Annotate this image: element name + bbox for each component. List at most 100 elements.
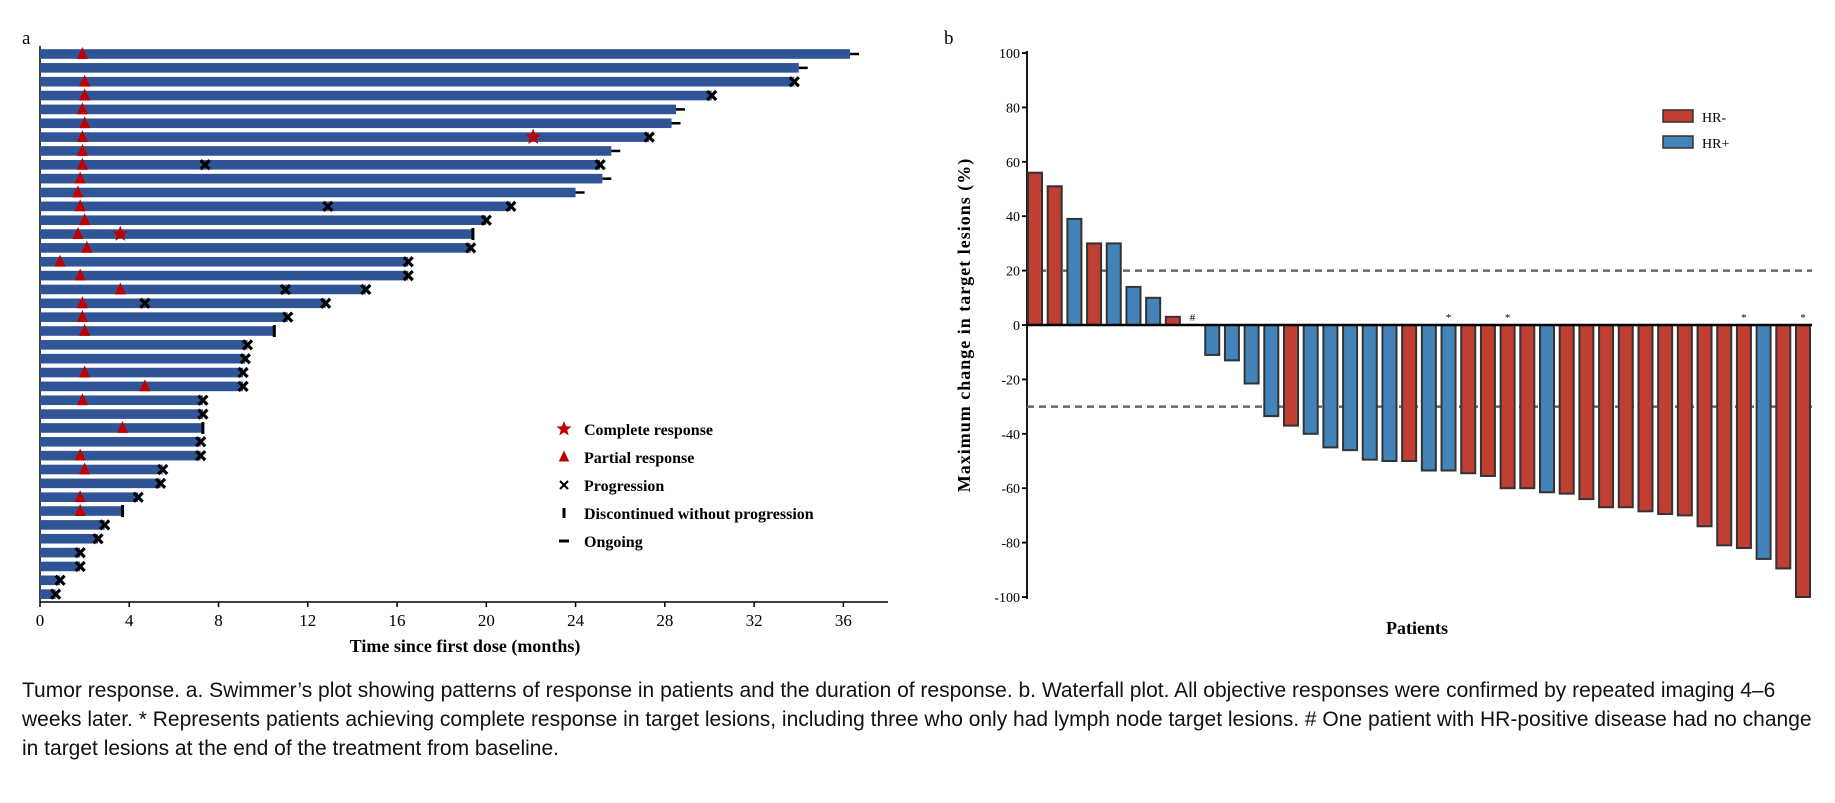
patient-bar — [40, 298, 326, 309]
waterfall-bar — [1046, 185, 1063, 326]
y-tick-label: 60 — [1006, 156, 1020, 171]
partial-response-marker — [114, 282, 126, 295]
progression-marker — [706, 89, 718, 102]
patient-bar — [40, 270, 409, 281]
y-tick-label: 40 — [1006, 210, 1020, 225]
waterfall-bar — [1775, 324, 1792, 570]
legend-label: HR+ — [1702, 137, 1729, 152]
legend-label: Progression — [584, 478, 664, 495]
patient-bar — [40, 326, 275, 336]
complete-response-marker — [525, 128, 542, 144]
x-axis-label: Patients — [1386, 618, 1448, 638]
partial-response-marker — [79, 324, 91, 336]
waterfall-bar — [1479, 324, 1496, 477]
x-axis-label: Time since first dose (months) — [350, 636, 581, 657]
waterfall-bar — [1657, 324, 1674, 516]
waterfall-bar — [1755, 324, 1772, 560]
patient-bar — [40, 312, 288, 322]
patient-bar — [40, 160, 601, 170]
patient-bar — [40, 409, 203, 419]
y-tick-label: 0 — [1013, 319, 1020, 334]
waterfall-bar — [1696, 324, 1713, 528]
progression-marker — [54, 574, 66, 586]
partial-response-marker — [54, 254, 66, 267]
bar-annotation: * — [1800, 312, 1806, 324]
y-tick-label: 20 — [1006, 265, 1020, 280]
waterfall-bar — [1401, 324, 1418, 462]
waterfall-bar — [1243, 324, 1260, 385]
waterfall-bar — [1578, 324, 1595, 501]
progression-marker — [360, 283, 372, 296]
patient-bar — [40, 256, 409, 267]
patient-bar — [40, 49, 851, 59]
partial-response-marker — [79, 365, 91, 378]
partial-response-marker — [139, 379, 151, 392]
waterfall-bar — [1440, 324, 1457, 472]
progression-marker — [49, 588, 62, 600]
partial-response-marker — [81, 240, 93, 253]
progression-marker — [237, 380, 249, 393]
waterfall-bar — [1617, 324, 1634, 509]
patient-bar — [40, 340, 248, 350]
bar-annotation: # — [1190, 312, 1196, 324]
progression-marker — [480, 214, 492, 226]
partial-response-marker — [76, 130, 88, 142]
progression-marker — [788, 76, 800, 88]
patient-bar — [40, 215, 487, 225]
progression-marker — [241, 339, 254, 351]
patient-bar — [40, 201, 511, 212]
legend-swatch — [1662, 135, 1694, 149]
partial-response-marker — [74, 199, 86, 212]
waterfall-bar — [1499, 324, 1516, 490]
progression-marker — [465, 242, 477, 254]
legend-label: Complete response — [584, 422, 713, 439]
partial-response-marker — [76, 393, 88, 406]
patient-bar — [40, 561, 81, 572]
patient-bar — [40, 118, 672, 129]
waterfall-bar — [1223, 324, 1240, 362]
waterfall-bar — [1283, 324, 1299, 427]
y-tick-label: 80 — [1006, 101, 1020, 116]
progression-marker — [74, 546, 86, 559]
progression-marker — [157, 463, 169, 476]
waterfall-bar — [1519, 324, 1536, 490]
waterfall-plot: 100 80 60 40 20 0 -20 -40 -60 -80 -100 # * * * * Maximum… — [954, 47, 1812, 638]
patient-bar — [40, 187, 576, 198]
waterfall-bar — [1420, 324, 1437, 472]
patient-bar — [40, 395, 203, 406]
bar-annotation: * — [1505, 312, 1511, 324]
y-tick-label: -100 — [994, 591, 1020, 606]
partial-response-marker — [74, 490, 86, 503]
partial-response-marker — [74, 448, 86, 461]
partial-response-marker — [79, 462, 91, 475]
patient-bar — [40, 381, 244, 392]
waterfall-bar — [1302, 324, 1319, 435]
partial-response-marker — [76, 310, 88, 323]
progression-marker — [320, 297, 332, 309]
patient-bar — [40, 520, 105, 530]
partial-response-marker — [72, 185, 84, 198]
x-tick-label: 8 — [214, 611, 223, 630]
partial-response-marker — [79, 74, 91, 87]
complete-response-marker — [112, 225, 129, 241]
progression-marker — [74, 560, 86, 573]
patient-bar — [40, 464, 163, 475]
x-tick-label: 36 — [835, 611, 852, 630]
patient-bar — [40, 589, 56, 599]
partial-response-marker — [72, 227, 84, 239]
x-tick-label: 28 — [656, 611, 673, 630]
partial-response-marker — [116, 420, 129, 433]
waterfall-bar — [1735, 324, 1752, 550]
waterfall-bar — [1263, 324, 1280, 418]
waterfall-bar — [1598, 324, 1615, 509]
patient-bar — [40, 547, 81, 558]
progression-marker — [197, 408, 209, 420]
waterfall-bar — [1381, 324, 1398, 462]
legend-swatch — [1662, 109, 1694, 123]
progression-marker — [402, 256, 414, 268]
legend-label: Partial response — [584, 450, 694, 467]
waterfall-bar — [1460, 324, 1477, 475]
waterfall-bar — [1322, 324, 1339, 449]
progression-marker — [92, 533, 104, 545]
patient-bar — [40, 104, 676, 115]
